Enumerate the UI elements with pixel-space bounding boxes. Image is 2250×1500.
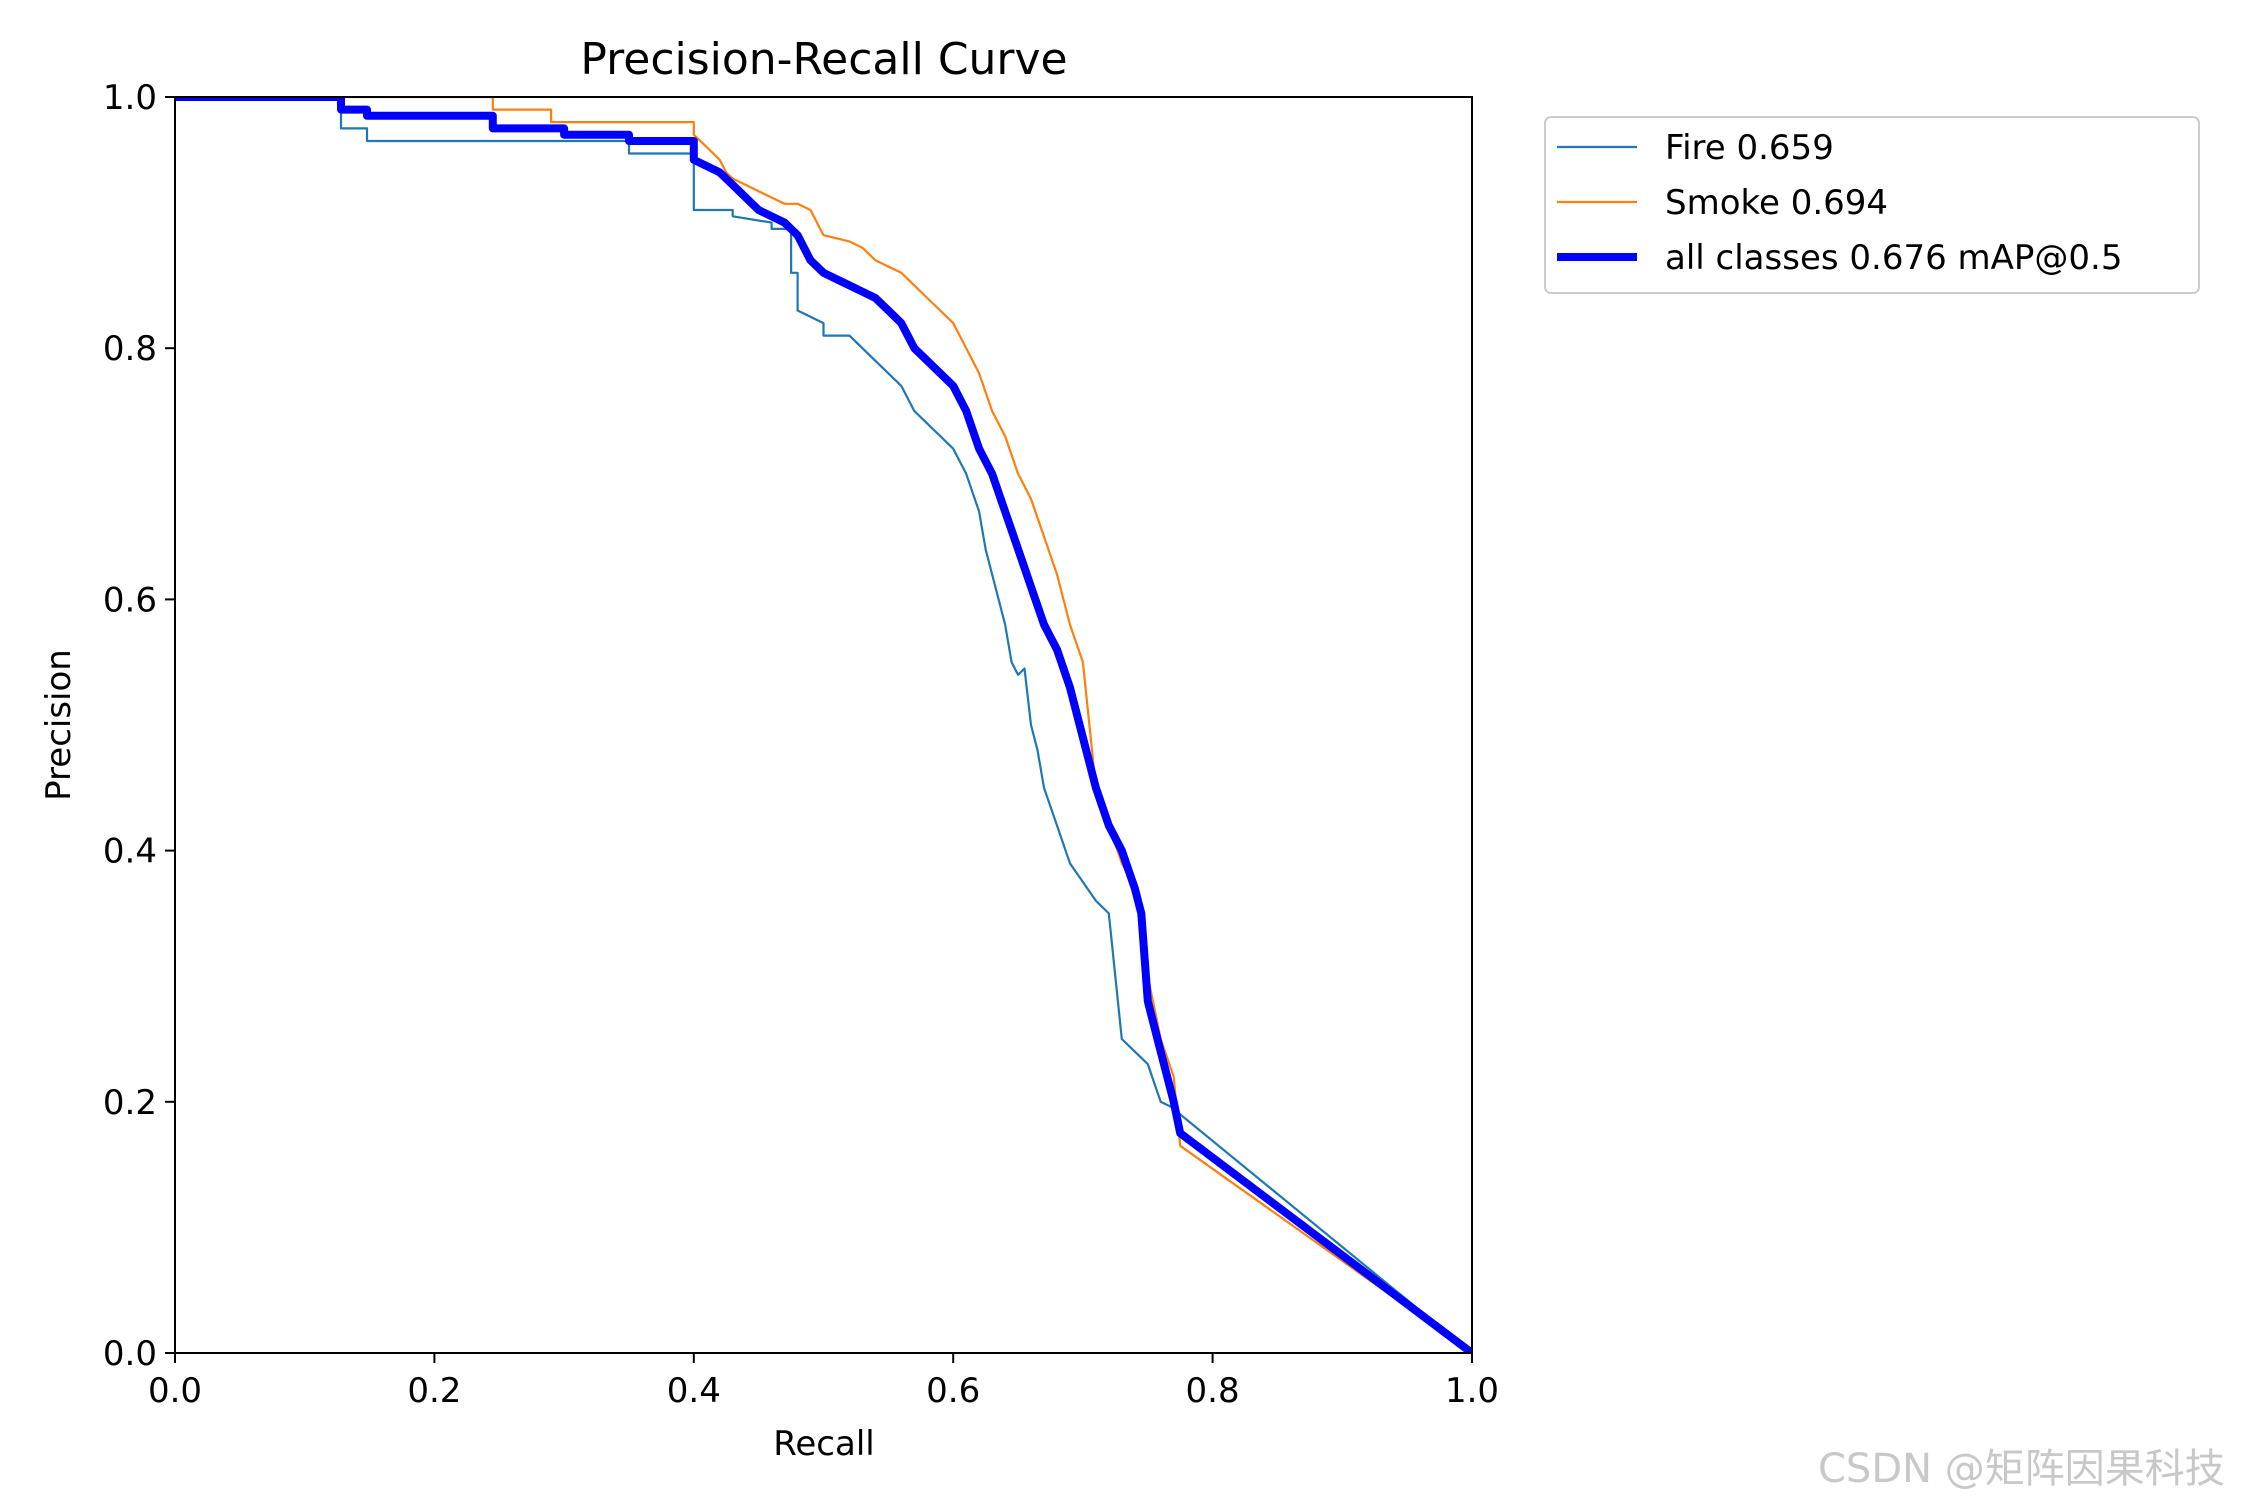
plot-frame bbox=[174, 96, 1473, 1354]
legend-frame bbox=[1544, 116, 2200, 294]
x-tick-label: 0.0 bbox=[148, 1371, 202, 1411]
legend: Fire 0.659 Smoke 0.694 all classes 0.676 m… bbox=[1544, 116, 2200, 294]
y-tick-label: 0.8 bbox=[103, 329, 157, 369]
y-axis-label: Precision bbox=[39, 649, 79, 801]
chart-title: Precision-Recall Curve bbox=[580, 34, 1067, 85]
x-tick-label: 0.8 bbox=[1186, 1371, 1240, 1411]
x-axis: 0.0 0.2 0.4 0.6 0.8 1.0 bbox=[148, 1353, 1499, 1411]
y-axis: 0.0 0.2 0.4 0.6 0.8 1.0 bbox=[103, 78, 175, 1374]
x-tick-label: 1.0 bbox=[1445, 1371, 1499, 1411]
y-tick-label: 1.0 bbox=[103, 78, 157, 118]
plot-area bbox=[174, 96, 1473, 1354]
y-tick-label: 0.6 bbox=[103, 580, 157, 620]
x-axis-label: Recall bbox=[773, 1424, 874, 1464]
legend-label: Smoke 0.694 bbox=[1665, 183, 1888, 223]
x-tick-label: 0.4 bbox=[667, 1371, 721, 1411]
x-tick-label: 0.2 bbox=[407, 1371, 461, 1411]
y-tick-label: 0.0 bbox=[103, 1334, 157, 1374]
series-line-all bbox=[175, 97, 1472, 1353]
watermark: CSDN @矩阵因果科技 bbox=[1818, 1446, 2225, 1492]
y-tick-label: 0.2 bbox=[103, 1083, 157, 1123]
legend-label: Fire 0.659 bbox=[1665, 128, 1834, 168]
series-line-fire bbox=[175, 97, 1472, 1353]
legend-label: all classes 0.676 mAP@0.5 bbox=[1665, 238, 2122, 278]
x-tick-label: 0.6 bbox=[926, 1371, 980, 1411]
y-tick-label: 0.4 bbox=[103, 832, 157, 872]
